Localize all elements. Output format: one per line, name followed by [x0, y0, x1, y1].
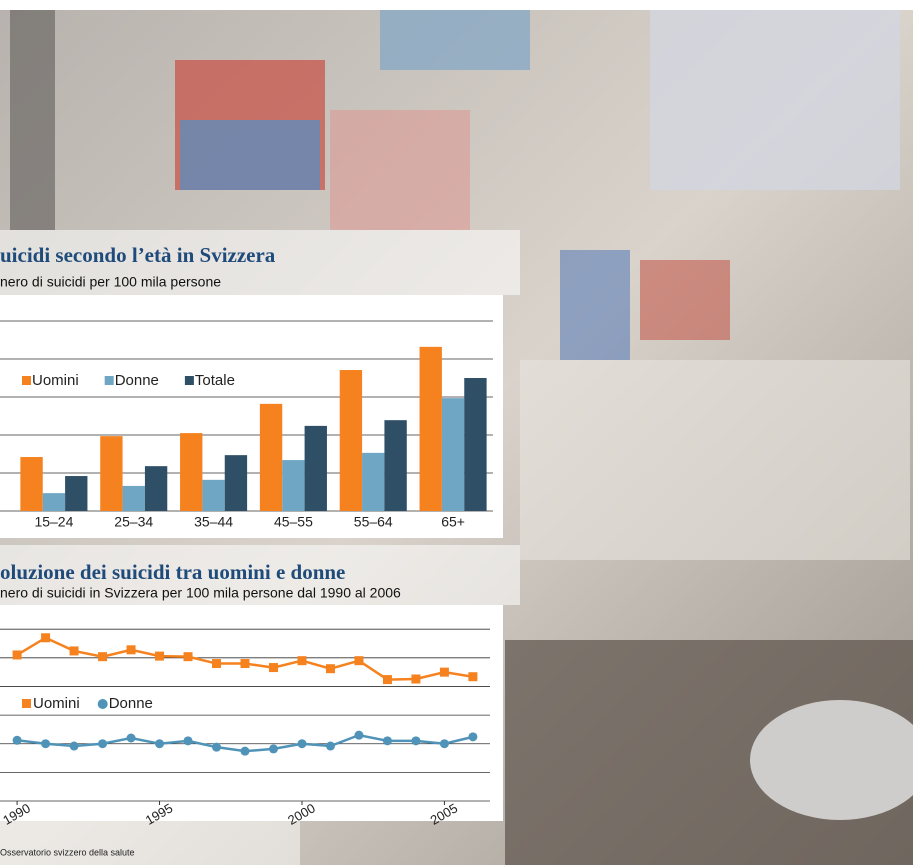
bar [260, 404, 282, 511]
legend-swatch [22, 699, 31, 708]
marker [127, 734, 136, 743]
marker [297, 656, 306, 665]
bar [442, 398, 464, 511]
marker [41, 633, 50, 642]
marker [184, 652, 193, 661]
bar [180, 433, 202, 511]
legend-swatch [105, 376, 114, 385]
marker [41, 739, 50, 748]
marker [70, 646, 79, 655]
x-tick-label: 25–34 [114, 514, 153, 530]
x-tick-label: 55–64 [354, 514, 393, 530]
chart-title: uicidi secondo l’età in Svizzera [0, 243, 276, 267]
marker [354, 656, 363, 665]
bar [65, 476, 87, 511]
legend-label: Uomini [33, 695, 80, 712]
marker [155, 739, 164, 748]
marker [13, 736, 22, 745]
marker [212, 743, 221, 752]
bar [362, 453, 384, 511]
marker [269, 663, 278, 672]
chart-page: uicidi secondo l’età in Svizzera nero di … [0, 0, 913, 865]
bar [43, 493, 65, 511]
marker [468, 732, 477, 741]
chart-title: oluzione dei suicidi tra uomini e donne [0, 560, 345, 584]
marker [155, 652, 164, 661]
legend-label: Donne [109, 695, 153, 712]
marker [411, 736, 420, 745]
chart-subtitle: nero di suicidi per 100 mila persone [0, 274, 221, 290]
marker [440, 739, 449, 748]
legend-swatch [185, 376, 194, 385]
x-tick-label: 15–24 [34, 514, 73, 530]
marker [326, 742, 335, 751]
bar [464, 378, 486, 511]
chart-subtitle: nero di suicidi in Svizzera per 100 mila… [0, 585, 401, 601]
bar [305, 426, 327, 511]
marker [212, 659, 221, 668]
legend-label: Totale [195, 372, 235, 389]
marker [269, 744, 278, 753]
marker [241, 659, 250, 668]
marker [241, 747, 250, 756]
marker [70, 742, 79, 751]
legend-swatch [98, 699, 108, 709]
marker [383, 736, 392, 745]
x-tick-label: 45–55 [274, 514, 313, 530]
legend-label: Uomini [32, 372, 79, 389]
marker [468, 672, 477, 681]
legend-swatch [22, 376, 31, 385]
bar [202, 480, 224, 511]
legend-label: Donne [115, 372, 159, 389]
bar [420, 347, 442, 511]
marker [184, 736, 193, 745]
x-tick-label: 35–44 [194, 514, 233, 530]
marker [411, 675, 420, 684]
marker [354, 731, 363, 740]
bar [225, 455, 247, 511]
bar [123, 486, 145, 511]
bar [384, 420, 406, 511]
bar [100, 436, 122, 511]
x-tick-label: 65+ [441, 514, 465, 530]
marker [326, 664, 335, 673]
marker [13, 650, 22, 659]
bar [282, 460, 304, 511]
marker [297, 739, 306, 748]
page: uicidi secondo l’età in Svizzera nero di … [0, 0, 913, 865]
marker [127, 645, 136, 654]
bar [20, 457, 42, 511]
marker [98, 652, 107, 661]
bar [340, 370, 362, 511]
source: Osservatorio svizzero della salute [0, 847, 135, 857]
marker [383, 675, 392, 684]
marker [440, 668, 449, 677]
bar [145, 466, 167, 511]
marker [98, 739, 107, 748]
